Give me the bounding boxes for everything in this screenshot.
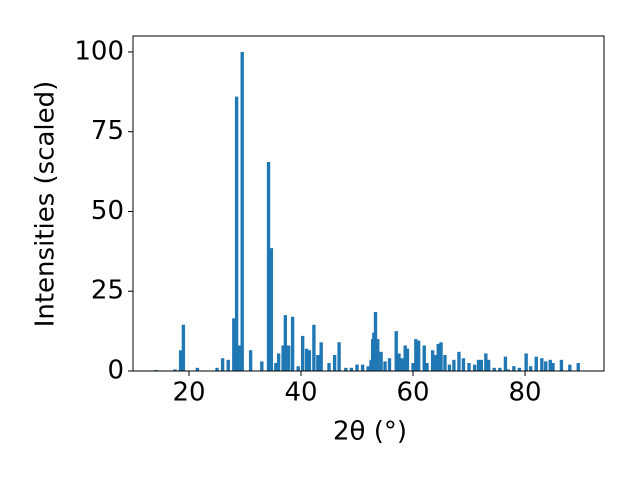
y-axis-label: Intensities (scaled) [31, 81, 61, 328]
bar [524, 353, 528, 371]
bar [269, 248, 274, 371]
bar [405, 348, 410, 371]
bar [173, 369, 177, 371]
x-tick-label: 40 [284, 378, 317, 408]
bar [559, 359, 564, 371]
bar [506, 369, 510, 371]
bar [366, 366, 370, 371]
bar [181, 324, 186, 371]
bar [544, 361, 548, 371]
bar [248, 350, 253, 371]
bar [301, 335, 305, 371]
bar [283, 315, 288, 371]
x-tick-label: 80 [508, 378, 541, 408]
bar [430, 350, 435, 371]
bar [452, 359, 456, 371]
bar [411, 363, 415, 371]
bar [319, 342, 323, 371]
bar [422, 345, 426, 371]
bar [355, 364, 359, 371]
bar [383, 361, 387, 371]
bar [551, 363, 555, 371]
bar [240, 51, 244, 371]
bar [439, 342, 443, 371]
bar [492, 367, 496, 371]
bar [220, 358, 225, 371]
bar [281, 345, 285, 371]
bar [400, 358, 404, 371]
bar [534, 356, 538, 371]
y-tick-label: 75 [91, 116, 124, 146]
bar [472, 364, 477, 371]
bar [387, 358, 392, 371]
bar [476, 359, 481, 371]
bar [260, 361, 264, 371]
bar [416, 340, 421, 371]
bar [226, 359, 230, 371]
bar [403, 345, 407, 371]
bar [433, 355, 438, 371]
bar [443, 355, 447, 371]
bar [178, 350, 183, 371]
bar [479, 359, 484, 371]
x-axis-label: 2θ (°) [333, 417, 407, 447]
bar [498, 367, 502, 371]
bar [266, 162, 271, 371]
y-tick-label: 0 [107, 356, 124, 386]
bar [232, 318, 236, 371]
bar [394, 331, 398, 371]
bar [360, 364, 365, 371]
y-tick-label: 100 [74, 36, 124, 66]
x-tick-label: 60 [396, 378, 429, 408]
bar [307, 350, 312, 371]
bar [287, 345, 291, 371]
bar [276, 353, 281, 371]
bar [304, 348, 309, 371]
bar [215, 367, 219, 371]
bar [436, 343, 440, 371]
bar [296, 366, 300, 371]
bar [327, 363, 331, 371]
bar [568, 364, 572, 371]
bar [414, 339, 418, 371]
bar [332, 355, 337, 371]
bar [512, 366, 516, 371]
bar [461, 358, 466, 371]
bar [290, 316, 295, 371]
bar [349, 367, 354, 371]
plot-frame [132, 35, 605, 372]
bar [447, 364, 452, 371]
bar [457, 351, 461, 371]
bar [234, 96, 239, 371]
bar [316, 355, 320, 371]
y-tick-label: 25 [91, 276, 124, 306]
bar [467, 363, 471, 371]
bar [344, 367, 348, 371]
bar [548, 359, 552, 371]
bar [337, 342, 341, 371]
bar [312, 324, 316, 371]
bar [540, 358, 544, 371]
bar [373, 311, 378, 371]
bar [274, 363, 278, 371]
bar [195, 367, 200, 371]
bar [576, 363, 580, 371]
bar [397, 353, 401, 371]
x-tick-label: 20 [172, 378, 205, 408]
bar [528, 366, 533, 371]
bar [503, 356, 508, 371]
bar [517, 367, 522, 371]
bar [484, 353, 488, 371]
y-tick-label: 50 [91, 196, 124, 226]
bar [425, 363, 429, 371]
bar [379, 351, 383, 371]
bar [486, 359, 491, 371]
bar [376, 339, 380, 371]
bar [237, 345, 242, 371]
